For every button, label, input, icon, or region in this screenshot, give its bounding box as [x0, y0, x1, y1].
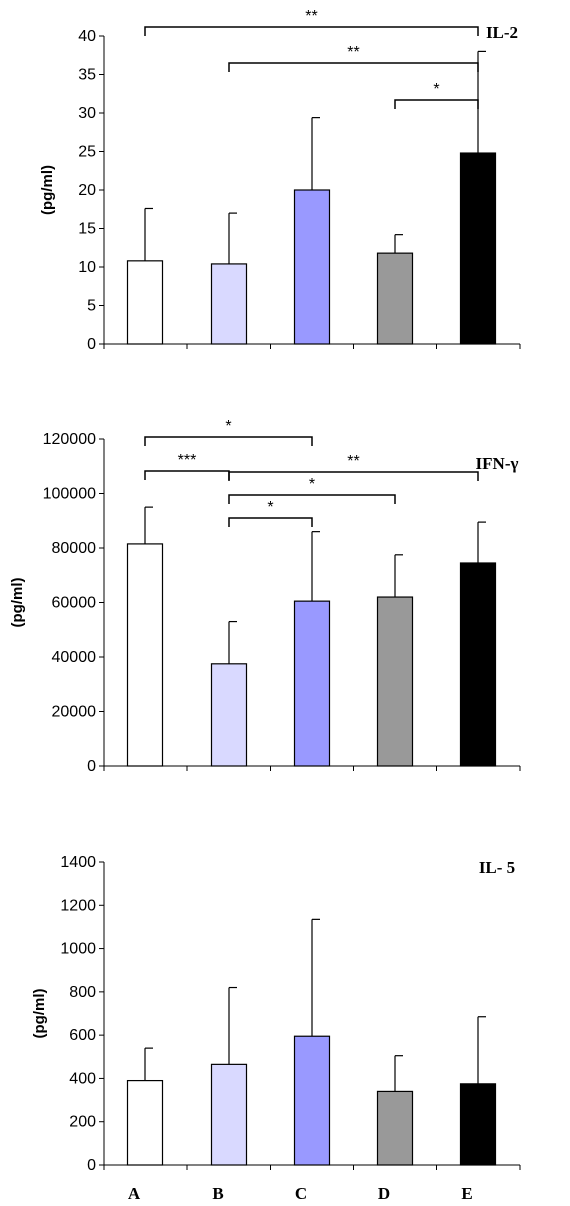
y-tick-label: 40: [78, 28, 96, 45]
y-tick-label: 35: [78, 67, 96, 84]
significance-bracket: [228, 62, 479, 72]
bar-E: [459, 562, 497, 767]
y-tick-label: 1200: [60, 897, 96, 914]
x-category-label: C: [295, 1184, 307, 1203]
y-tick-label: 10: [78, 259, 96, 276]
significance-bracket: [228, 494, 396, 504]
y-tick-label: 5: [87, 298, 96, 315]
bar-A: [126, 260, 164, 345]
significance-bracket: [228, 517, 313, 527]
bar-D: [376, 1090, 414, 1166]
bar-B: [210, 663, 248, 767]
significance-label: **: [305, 8, 317, 25]
significance-label: *: [309, 476, 315, 493]
significance-label: *: [267, 499, 273, 516]
bar-D: [376, 596, 414, 767]
y-tick-label: 1000: [60, 941, 96, 958]
bar-C: [293, 600, 331, 767]
bar-C: [293, 1035, 331, 1166]
panel-title: IL- 5: [479, 858, 515, 877]
bar-A: [126, 543, 164, 767]
bar-B: [210, 1063, 248, 1166]
y-tick-label: 600: [69, 1027, 96, 1044]
panel-title: IFN-γ: [476, 454, 519, 473]
y-tick-label: 60000: [52, 595, 97, 612]
significance-bracket: [144, 470, 230, 480]
x-category-label: B: [212, 1184, 223, 1203]
bar-B: [210, 263, 248, 345]
significance-label: **: [347, 453, 359, 470]
significance-bracket: [228, 471, 479, 481]
bar-D: [376, 252, 414, 345]
y-tick-label: 20: [78, 182, 96, 199]
y-tick-label: 400: [69, 1070, 96, 1087]
bar-A: [126, 1079, 164, 1166]
panel-title: IL-2: [486, 23, 518, 42]
y-tick-label: 120000: [43, 431, 96, 448]
x-category-label: A: [128, 1184, 141, 1203]
y-tick-label: 40000: [52, 649, 97, 666]
y-tick-label: 30: [78, 105, 96, 122]
bar-E: [459, 152, 497, 345]
y-tick-label: 20000: [52, 704, 97, 721]
bar-C: [293, 189, 331, 345]
bar-E: [459, 1083, 497, 1166]
y-axis-label: (pg/ml): [39, 165, 56, 215]
y-tick-label: 0: [87, 1157, 96, 1174]
y-axis-label: (pg/ml): [9, 578, 26, 628]
y-tick-label: 100000: [43, 486, 96, 503]
y-tick-label: 80000: [52, 540, 97, 557]
significance-label: ***: [178, 452, 197, 469]
y-tick-label: 0: [87, 758, 96, 775]
y-tick-label: 800: [69, 984, 96, 1001]
y-tick-label: 1400: [60, 854, 96, 871]
x-category-label: D: [378, 1184, 390, 1203]
significance-bracket: [144, 26, 479, 36]
y-tick-label: 25: [78, 144, 96, 161]
significance-label: *: [225, 418, 231, 435]
y-axis-label: (pg/ml): [31, 989, 48, 1039]
significance-label: **: [347, 44, 359, 61]
y-tick-label: 200: [69, 1114, 96, 1131]
significance-label: *: [433, 81, 439, 98]
significance-bracket: [394, 99, 479, 109]
y-tick-label: 15: [78, 221, 96, 238]
significance-bracket: [144, 436, 313, 446]
y-tick-label: 0: [87, 336, 96, 353]
chart-panel-3: 0 200 400 600 800 1000 1200 1400 IL- 5 (pg/ml) A B C…: [31, 854, 521, 1203]
x-category-label: E: [461, 1184, 472, 1203]
